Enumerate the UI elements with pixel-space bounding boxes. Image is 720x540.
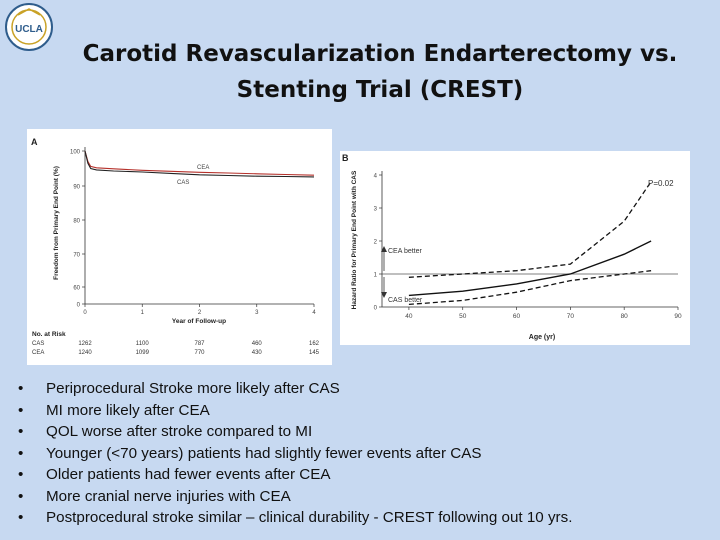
chart-b-y-tick-label: 0 xyxy=(374,306,378,312)
chart-b-x-tick-label: 80 xyxy=(621,313,629,320)
cea-better-arrowhead xyxy=(381,246,387,252)
chart-a-panel-label: A xyxy=(31,137,38,147)
chart-b-x-tick-label: 90 xyxy=(674,313,682,320)
cas-better-arrowhead xyxy=(381,292,387,298)
risk-table-cell: 1100 xyxy=(136,341,150,347)
chart-b-x-tick-label: 50 xyxy=(459,313,467,320)
chart-a-x-tick-label: 4 xyxy=(312,310,316,316)
chart-a-y-tick-label: 100 xyxy=(70,150,81,156)
risk-table-cell: 145 xyxy=(309,350,320,356)
slide-title: Carotid Revascularization Endarterectomy… xyxy=(60,36,700,108)
risk-table-cell: 162 xyxy=(309,341,320,347)
chart-b-upper-ci-line xyxy=(408,181,652,278)
chart-a-x-tick-label: 0 xyxy=(83,310,87,316)
chart-a-panel: A 0 60 70 80 90 100 0 1 2 3 4 CEA CAS Year of Foll… xyxy=(27,129,332,365)
chart-b-y-tick-label: 2 xyxy=(374,240,378,246)
chart-a-y-tick-label: 90 xyxy=(73,185,80,191)
bullet-item: Younger (<70 years) patients had slightl… xyxy=(18,443,718,465)
risk-table-cell: 460 xyxy=(252,341,263,347)
chart-a-x-tick-label: 1 xyxy=(141,310,145,316)
risk-table-cell: 1099 xyxy=(136,350,150,356)
risk-table-cell: 1262 xyxy=(78,341,92,347)
chart-b-ylabel: Hazard Ratio for Primary End Point with … xyxy=(351,170,358,309)
chart-a: A 0 60 70 80 90 100 0 1 2 3 4 CEA CAS Year of Foll… xyxy=(31,137,320,356)
risk-table-cell: 787 xyxy=(194,341,205,347)
risk-table-cell: 770 xyxy=(194,350,205,356)
chart-a-ylabel: Freedom from Primary End Point (%) xyxy=(53,166,60,280)
title-line-2: Stenting Trial (CREST) xyxy=(236,77,524,103)
chart-a-series-label-cas: CAS xyxy=(177,180,189,186)
bullet-item: More cranial nerve injuries with CEA xyxy=(18,486,718,508)
bullet-item: Postprocedural stroke similar – clinical… xyxy=(18,507,718,529)
chart-b-x-tick-label: 70 xyxy=(567,313,575,320)
risk-table-row-label: CAS xyxy=(32,341,44,347)
chart-a-y-tick-label: 80 xyxy=(73,219,80,225)
bullet-item: Older patients had fewer events after CE… xyxy=(18,464,718,486)
chart-a-x-tick-label: 2 xyxy=(198,310,202,316)
chart-a-y-tick-label: 70 xyxy=(73,253,80,259)
chart-a-series-label-cea: CEA xyxy=(197,165,209,171)
risk-table-header: No. at Risk xyxy=(32,331,66,338)
risk-table-row-label: CEA xyxy=(32,350,44,356)
chart-a-series-line-cas xyxy=(84,150,315,178)
chart-b: B 0 1 2 3 4 40 50 60 70 80 90 P=0.02 CEA better CA… xyxy=(342,153,682,341)
chart-b-panel: B 0 1 2 3 4 40 50 60 70 80 90 P=0.02 CEA better CA… xyxy=(340,151,690,345)
chart-b-y-tick-label: 4 xyxy=(374,174,378,180)
bullet-list: Periprocedural Stroke more likely after … xyxy=(18,378,718,529)
p-value-annotation: P=0.02 xyxy=(648,179,674,188)
cas-better-annotation: CAS better xyxy=(388,297,423,304)
chart-a-x-tick-label: 3 xyxy=(255,310,259,316)
chart-a-y-tick-label: 60 xyxy=(73,286,80,292)
cea-better-annotation: CEA better xyxy=(388,248,423,255)
chart-b-y-tick-label: 1 xyxy=(374,273,378,279)
chart-a-xlabel: Year of Follow-up xyxy=(172,318,226,325)
chart-a-series-line-cea xyxy=(84,150,315,176)
logo-text: UCLA xyxy=(15,24,43,35)
chart-b-x-tick-label: 60 xyxy=(513,313,521,320)
ucla-logo: UCLA xyxy=(5,3,53,51)
chart-b-xlabel: Age (yr) xyxy=(529,334,555,341)
bullet-item: QOL worse after stroke compared to MI xyxy=(18,421,718,443)
bullet-item: MI more likely after CEA xyxy=(18,400,718,422)
chart-b-x-tick-label: 40 xyxy=(405,313,413,320)
bullet-item: Periprocedural Stroke more likely after … xyxy=(18,378,718,400)
chart-b-lower-ci-line xyxy=(408,270,652,306)
chart-b-estimate-line xyxy=(408,240,652,297)
title-line-1: Carotid Revascularization Endarterectomy… xyxy=(82,41,678,67)
chart-b-panel-label: B xyxy=(342,153,349,163)
chart-b-y-tick-label: 3 xyxy=(374,207,378,213)
risk-table-cell: 430 xyxy=(252,350,263,356)
chart-a-y-tick-label: 0 xyxy=(77,303,81,309)
risk-table-cell: 1240 xyxy=(78,350,92,356)
